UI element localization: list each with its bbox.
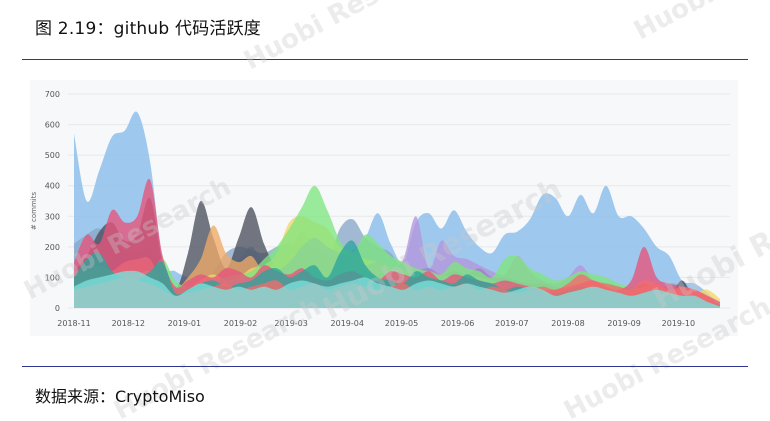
top-divider: [22, 59, 748, 60]
watermark-text: Huobi Research: [629, 0, 770, 46]
y-tick-label: 200: [45, 243, 60, 252]
y-tick-label: 500: [45, 151, 60, 160]
y-tick-label: 100: [45, 273, 60, 282]
x-tick-label: 2019-01: [168, 319, 201, 328]
x-tick-label: 2019-04: [331, 319, 364, 328]
series-area-8: [74, 178, 720, 308]
y-tick-labels: 0 100 200 300 400 500 600 700: [45, 90, 60, 313]
x-tick-label: 2019-08: [551, 319, 584, 328]
x-tick-label: 2018-11: [57, 319, 90, 328]
series-areas: [74, 111, 720, 308]
x-tick-label: 2019-03: [274, 319, 307, 328]
x-tick-label: 2019-05: [385, 319, 418, 328]
watermark-text: Huobi Research: [239, 0, 456, 76]
series-area-11: [74, 270, 720, 308]
bottom-divider: [22, 366, 748, 367]
figure-title: 图 2.19：github 代码活跃度: [35, 19, 261, 39]
y-axis-label: # commits: [30, 192, 38, 231]
x-tick-label: 2019-09: [607, 319, 640, 328]
x-tick-label: 2019-06: [441, 319, 474, 328]
x-tick-label: 2018-12: [112, 319, 145, 328]
y-tick-label: 0: [55, 304, 60, 313]
x-tick-label: 2019-02: [224, 319, 257, 328]
y-tick-label: 400: [45, 182, 60, 191]
y-tick-label: 300: [45, 212, 60, 221]
y-tick-label: 700: [45, 90, 60, 99]
x-tick-label: 2019-07: [495, 319, 528, 328]
x-tick-labels: 2018-11 2018-12 2019-01 2019-02 2019-03 2019-…: [57, 319, 695, 328]
figure-source: 数据来源：CryptoMiso: [35, 387, 205, 406]
x-tick-label: 2019-10: [662, 319, 695, 328]
y-tick-label: 600: [45, 121, 60, 130]
series-area-1: [74, 111, 720, 308]
